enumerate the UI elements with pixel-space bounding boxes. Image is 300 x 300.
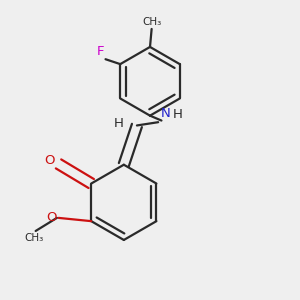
Text: O: O xyxy=(44,154,55,167)
Text: N: N xyxy=(161,106,170,120)
Text: CH₃: CH₃ xyxy=(142,17,161,27)
Text: O: O xyxy=(46,212,57,224)
Text: F: F xyxy=(96,45,104,58)
Text: CH₃: CH₃ xyxy=(24,232,44,243)
Text: H: H xyxy=(114,117,124,130)
Text: H: H xyxy=(173,108,183,121)
